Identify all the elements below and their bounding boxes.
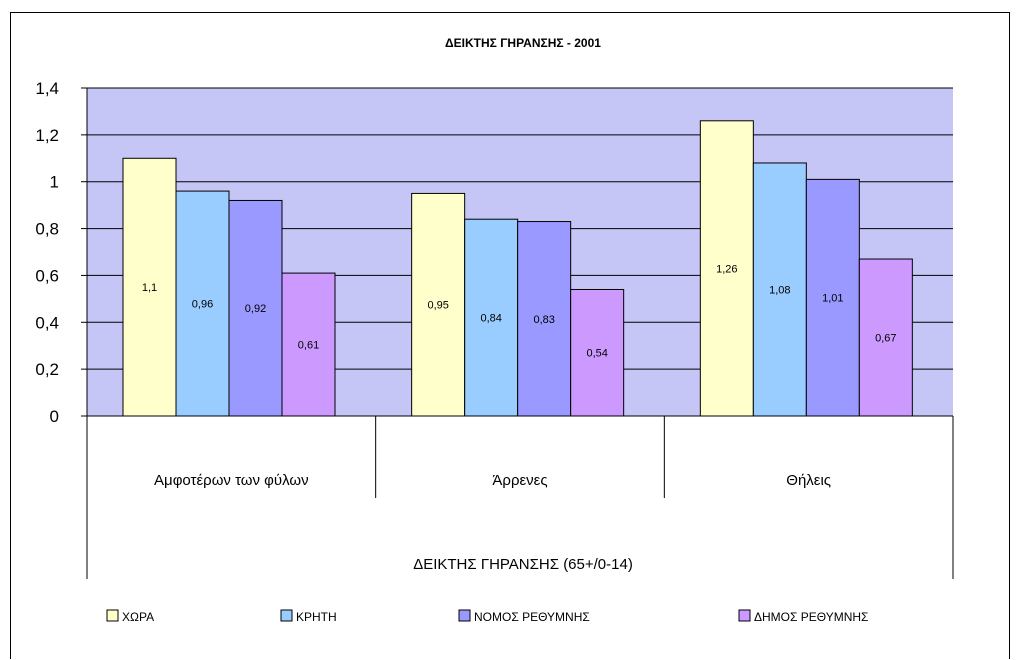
- bar: [281, 272, 336, 417]
- bar: [464, 218, 519, 417]
- data-label: 0,92: [245, 303, 266, 315]
- bar: [411, 192, 466, 417]
- bar: [570, 288, 625, 417]
- bar: [517, 221, 572, 417]
- legend-label: ΧΩΡΑ: [122, 610, 154, 624]
- y-tick-label: 0: [50, 407, 59, 426]
- x-axis-title: ΔΕΙΚΤΗΣ ΓΗΡΑΝΣΗΣ (65+/0-14): [413, 556, 633, 573]
- category-label: Θήλεις: [786, 472, 831, 489]
- y-tick-label: 0,4: [35, 313, 59, 332]
- y-tick-label: 0,8: [35, 220, 59, 239]
- data-label: 0,54: [586, 348, 607, 360]
- data-label: 0,96: [192, 299, 213, 311]
- bar: [175, 190, 230, 417]
- bar: [858, 258, 913, 417]
- y-tick-label: 1: [50, 173, 59, 192]
- bar: [805, 178, 860, 417]
- data-label: 1,1: [142, 282, 157, 294]
- category-label: Αμφοτέρων των φύλων: [154, 472, 309, 489]
- data-label: 1,26: [716, 263, 737, 275]
- legend-swatch: [458, 609, 471, 622]
- legend-swatch: [280, 609, 293, 622]
- data-label: 0,84: [480, 313, 501, 325]
- legend-swatch: [738, 609, 751, 622]
- data-label: 1,01: [822, 293, 843, 305]
- data-label: 0,67: [875, 333, 896, 345]
- legend-label: ΝΟΜΟΣ ΡΕΘΥΜΝΗΣ: [474, 610, 590, 624]
- bar: [752, 162, 807, 417]
- data-label: 0,95: [427, 300, 448, 312]
- data-label: 0,61: [298, 340, 319, 352]
- legend-label: ΔΗΜΟΣ ΡΕΘΥΜΝΗΣ: [754, 610, 868, 624]
- data-label: 0,83: [533, 314, 554, 326]
- legend-swatch: [106, 609, 119, 622]
- category-label: Άρρενες: [492, 472, 547, 489]
- data-label: 1,08: [769, 284, 790, 296]
- y-axis: 0 0,2 0,4 0,6 0,8 1 1,2 1,4: [35, 79, 88, 426]
- chart-title: ΔΕΙΚΤΗΣ ΓΗΡΑΝΣΗΣ - 2001: [445, 36, 601, 50]
- y-tick-label: 0,2: [35, 360, 59, 379]
- y-tick-label: 1,2: [35, 126, 59, 145]
- chart-frame: ΔΕΙΚΤΗΣ ΓΗΡΑΝΣΗΣ - 2001 1,1 0,96 0,92 0,61 0…: [10, 12, 1010, 659]
- legend: ΧΩΡΑ ΚΡΗΤΗ ΝΟΜΟΣ ΡΕΘΥΜΝΗΣ ΔΗΜΟΣ ΡΕΘΥΜΝΗΣ: [106, 609, 868, 624]
- x-axis: Αμφοτέρων των φύλων Άρρενες Θήλεις: [86, 415, 954, 579]
- legend-label: ΚΡΗΤΗ: [296, 610, 337, 624]
- y-tick-label: 1,4: [35, 79, 59, 98]
- bar-chart: ΔΕΙΚΤΗΣ ΓΗΡΑΝΣΗΣ - 2001 1,10,96 0,920,610…: [35, 36, 954, 624]
- y-tick-label: 0,6: [35, 266, 59, 285]
- bar: [699, 120, 754, 417]
- plot-area: 1,1 0,96 0,92 0,61 0,95 0,84 0,83 0,54 1,26 1,08 1…: [87, 87, 953, 417]
